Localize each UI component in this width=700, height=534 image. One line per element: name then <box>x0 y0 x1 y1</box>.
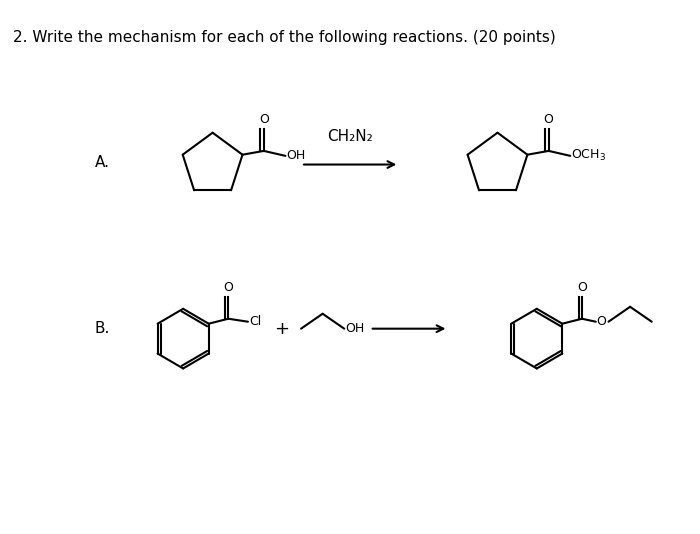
Text: +: + <box>274 320 289 337</box>
Text: B.: B. <box>94 321 110 336</box>
Text: 2. Write the mechanism for each of the following reactions. (20 points): 2. Write the mechanism for each of the f… <box>13 30 556 45</box>
Text: OH: OH <box>286 150 306 162</box>
Text: O: O <box>544 113 554 126</box>
Text: A.: A. <box>94 155 110 170</box>
Text: O: O <box>596 315 607 328</box>
Text: Cl: Cl <box>249 315 261 328</box>
Text: O: O <box>223 281 233 294</box>
Text: OCH$_3$: OCH$_3$ <box>571 148 606 163</box>
Text: OH: OH <box>345 322 365 335</box>
Text: O: O <box>259 113 269 126</box>
Text: O: O <box>577 281 587 294</box>
Text: CH₂N₂: CH₂N₂ <box>328 129 373 144</box>
